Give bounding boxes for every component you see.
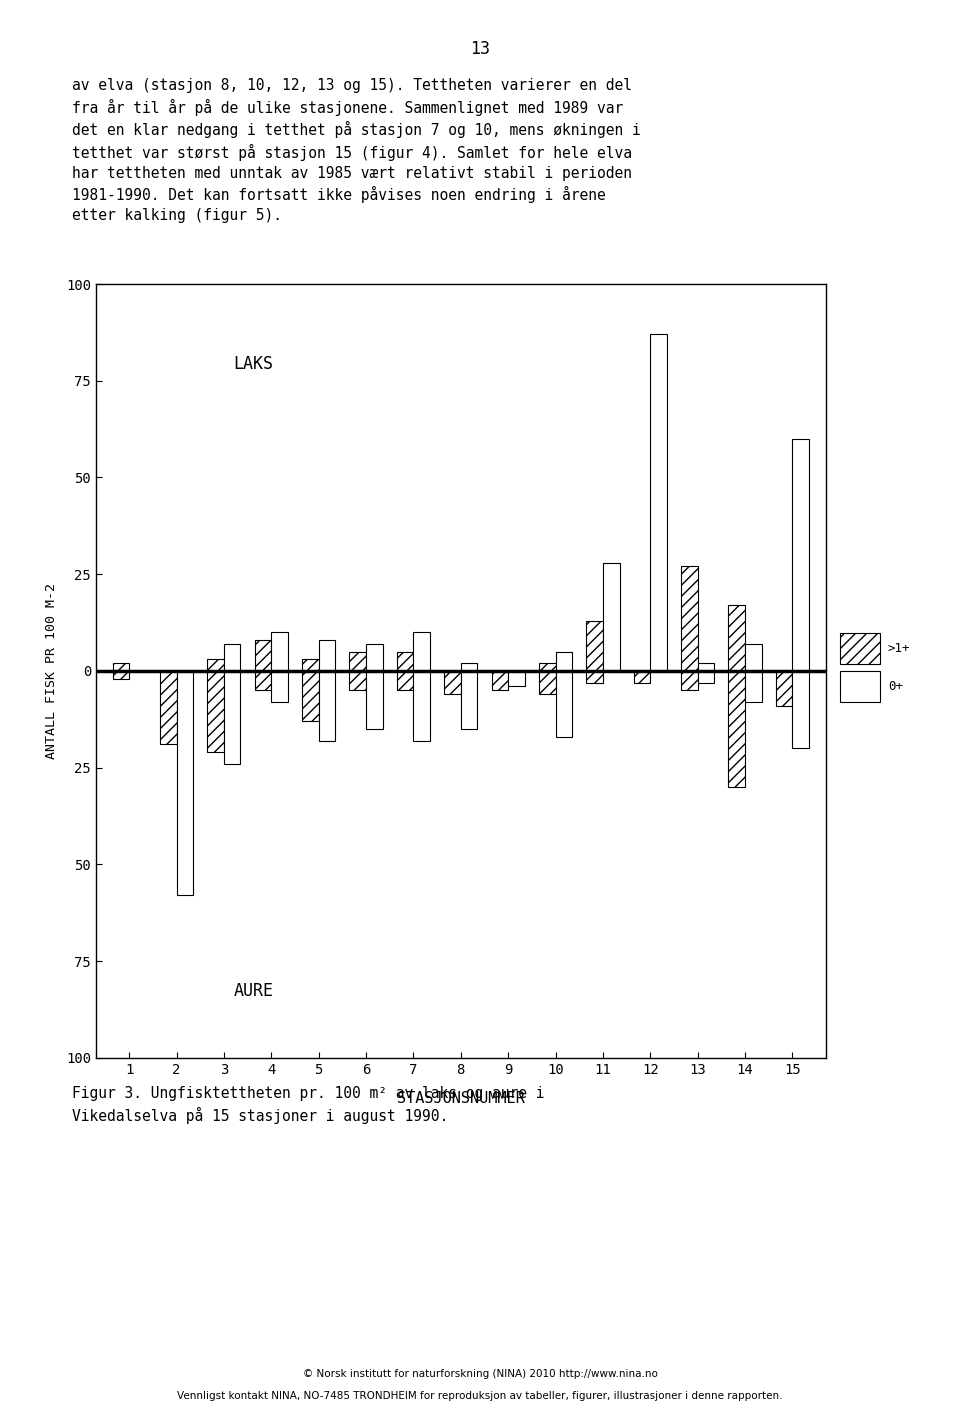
Text: av elva (stasjon 8, 10, 12, 13 og 15). Tettheten varierer en del
fra år til år p: av elva (stasjon 8, 10, 12, 13 og 15). T… xyxy=(72,78,640,223)
Bar xyxy=(396,652,414,672)
Bar xyxy=(587,672,603,683)
Bar xyxy=(112,672,130,679)
Bar xyxy=(254,640,272,672)
Bar xyxy=(224,643,241,672)
Bar xyxy=(792,439,809,672)
Bar xyxy=(349,652,366,672)
Bar xyxy=(792,672,809,748)
Bar xyxy=(461,663,477,672)
Text: Vennligst kontakt NINA, NO-7485 TRONDHEIM for reproduksjon av tabeller, figurer,: Vennligst kontakt NINA, NO-7485 TRONDHEI… xyxy=(178,1390,782,1400)
Bar xyxy=(272,672,288,701)
Text: 0+: 0+ xyxy=(888,680,903,693)
Bar xyxy=(603,562,619,672)
Bar xyxy=(444,672,461,694)
Bar xyxy=(254,672,272,690)
Bar xyxy=(396,672,414,690)
Bar xyxy=(634,672,650,683)
Bar xyxy=(319,640,335,672)
Text: Figur 3. Ungfisktettheten pr. 100 m² av laks og aure i
Vikedalselva på 15 stasjo: Figur 3. Ungfisktettheten pr. 100 m² av … xyxy=(72,1086,544,1123)
Bar xyxy=(414,672,430,741)
Bar xyxy=(698,672,714,683)
Bar xyxy=(681,672,698,690)
Bar xyxy=(366,643,383,672)
Bar xyxy=(224,672,241,764)
Text: LAKS: LAKS xyxy=(233,355,274,373)
Bar xyxy=(729,672,745,787)
Text: © Norsk institutt for naturforskning (NINA) 2010 http://www.nina.no: © Norsk institutt for naturforskning (NI… xyxy=(302,1369,658,1379)
Text: AURE: AURE xyxy=(233,983,274,1000)
Text: 13: 13 xyxy=(470,40,490,58)
Bar xyxy=(539,663,556,672)
Bar xyxy=(776,672,792,706)
Bar xyxy=(681,567,698,672)
Bar xyxy=(112,663,130,672)
Bar xyxy=(272,632,288,672)
Bar xyxy=(745,672,761,701)
Bar xyxy=(349,672,366,690)
Bar xyxy=(556,652,572,672)
Bar xyxy=(492,672,508,690)
Bar xyxy=(177,672,193,896)
Bar xyxy=(729,605,745,672)
Bar xyxy=(302,672,319,721)
Bar xyxy=(207,659,224,672)
Bar xyxy=(539,672,556,694)
Bar xyxy=(366,672,383,728)
Bar xyxy=(414,632,430,672)
Bar xyxy=(302,659,319,672)
Bar xyxy=(698,663,714,672)
Bar xyxy=(319,672,335,741)
Bar xyxy=(160,672,177,744)
Bar xyxy=(461,672,477,728)
Bar xyxy=(556,672,572,737)
X-axis label: STASJONSNUMMER: STASJONSNUMMER xyxy=(396,1091,525,1106)
Text: >1+: >1+ xyxy=(888,642,910,655)
Y-axis label: ANTALL FISK PR 100 M-2: ANTALL FISK PR 100 M-2 xyxy=(45,584,58,758)
Bar xyxy=(207,672,224,753)
Bar xyxy=(745,643,761,672)
Bar xyxy=(650,334,667,672)
Bar xyxy=(587,621,603,672)
Bar xyxy=(508,672,525,686)
